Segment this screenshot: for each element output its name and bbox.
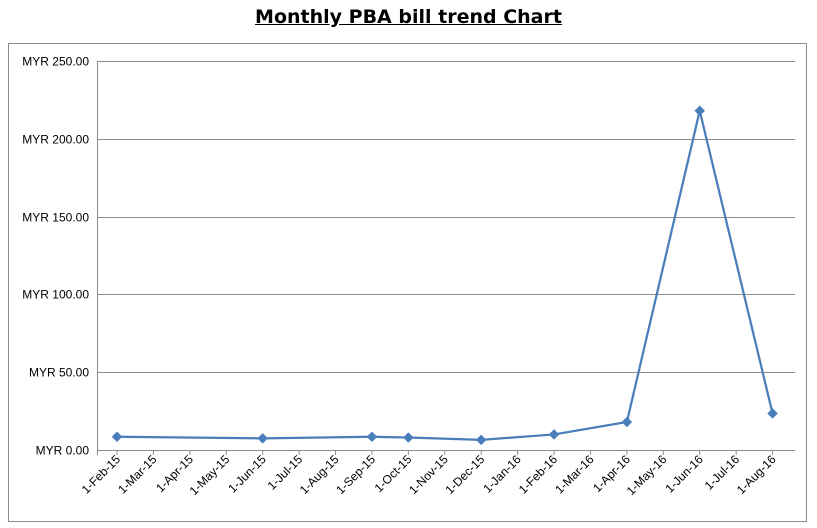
y-axis-tick-labels: MYR 0.00 MYR 50.00 MYR 100.00 MYR 150.00 MYR… (22, 55, 89, 458)
x-tick-label: 1-Mar-16 (552, 452, 597, 497)
x-tick-label: 1-May-15 (187, 452, 233, 498)
y-tick-label: MYR 200.00 (22, 133, 89, 147)
data-series (111, 105, 778, 446)
y-tick-label: MYR 250.00 (22, 55, 89, 69)
data-point (475, 434, 487, 446)
data-point (403, 432, 414, 443)
x-tick-label: 1-Feb-15 (79, 452, 124, 497)
data-point (111, 431, 123, 443)
chart-title: Monthly PBA bill trend Chart (255, 6, 562, 28)
gridlines (97, 61, 795, 373)
data-point (257, 432, 269, 444)
x-axis-tick-labels: 1-Feb-151-Mar-151-Apr-151-May-151-Jun-15… (79, 452, 779, 498)
x-tick-label: 1-Sep-15 (333, 452, 378, 497)
data-point (621, 416, 633, 428)
data-point (366, 431, 378, 443)
series-line (116, 109, 774, 442)
chart-frame (8, 43, 807, 522)
x-tick-label: 1-Aug-16 (734, 452, 779, 497)
x-tick-label: 1-Feb-16 (516, 452, 561, 497)
x-tick-label: 1-Jun-15 (225, 452, 269, 496)
x-tick-label: 1-Dec-15 (443, 452, 488, 497)
y-tick-label: MYR 50.00 (29, 366, 89, 380)
x-tick-label: 1-May-16 (624, 452, 670, 498)
y-tick-label: MYR 0.00 (36, 444, 90, 458)
y-tick-label: MYR 150.00 (22, 211, 89, 225)
data-point (767, 408, 778, 419)
data-point (694, 105, 706, 117)
x-tick-label: 1-Mar-15 (115, 452, 160, 497)
data-point (548, 429, 560, 440)
axes (97, 61, 795, 455)
y-tick-label: MYR 100.00 (22, 288, 89, 302)
x-tick-label: 1-Jun-16 (662, 452, 706, 496)
